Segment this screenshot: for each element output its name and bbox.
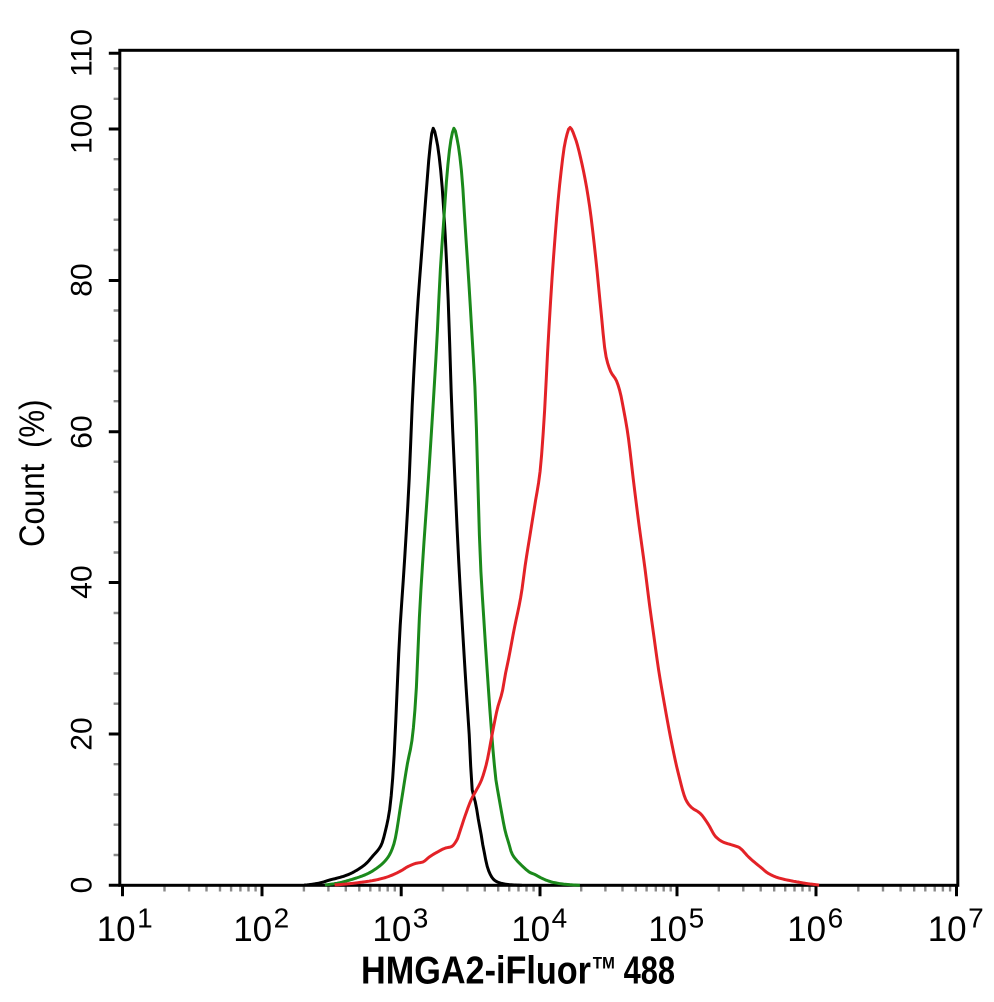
- svg-text:10: 10: [648, 910, 687, 949]
- svg-text:1: 1: [137, 902, 153, 933]
- svg-text:0: 0: [66, 877, 99, 894]
- svg-text:60: 60: [66, 415, 99, 448]
- svg-text:20: 20: [66, 717, 99, 750]
- svg-text:7: 7: [968, 902, 984, 933]
- svg-text:2: 2: [274, 902, 290, 933]
- svg-text:40: 40: [66, 565, 99, 598]
- svg-text:10: 10: [928, 910, 967, 949]
- svg-text:5: 5: [689, 902, 705, 933]
- svg-text:3: 3: [413, 902, 429, 933]
- svg-text:10: 10: [97, 910, 136, 949]
- svg-text:10: 10: [233, 910, 272, 949]
- svg-text:10: 10: [787, 910, 826, 949]
- svg-text:TM: TM: [593, 954, 615, 972]
- svg-text:110: 110: [66, 29, 99, 77]
- svg-text:488: 488: [624, 950, 676, 993]
- svg-text:10: 10: [372, 910, 411, 949]
- svg-text:6: 6: [828, 902, 844, 933]
- svg-text:HMGA2-iFluor: HMGA2-iFluor: [361, 950, 591, 993]
- svg-text:100: 100: [66, 104, 99, 154]
- svg-text:80: 80: [66, 263, 99, 296]
- svg-text:4: 4: [552, 902, 568, 933]
- svg-text:Count (%): Count (%): [13, 400, 52, 548]
- svg-text:10: 10: [511, 910, 550, 949]
